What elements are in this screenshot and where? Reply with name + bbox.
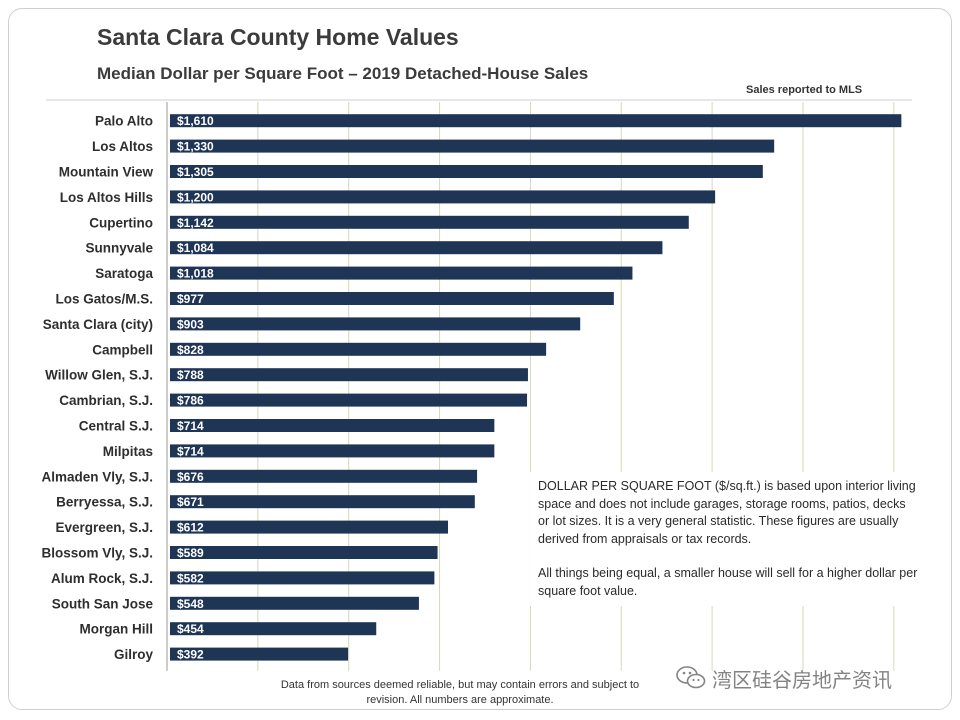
category-label: Los Altos (92, 139, 153, 154)
bar (170, 215, 689, 229)
info-paragraph-definition: DOLLAR PER SQUARE FOOT ($/sq.ft.) is bas… (538, 479, 916, 546)
chart-subtitle: Median Dollar per Square Foot – 2019 Det… (97, 64, 589, 83)
bar (170, 317, 581, 331)
bar-data-label: $1,330 (177, 140, 214, 154)
info-box: DOLLAR PER SQUARE FOOT ($/sq.ft.) is bas… (530, 472, 926, 606)
source-note: Sales reported to MLS (746, 84, 863, 96)
bar-data-label: $671 (177, 495, 204, 509)
category-label: Milpitas (103, 444, 153, 459)
category-label: Campbell (92, 342, 153, 357)
bar (170, 342, 547, 356)
bar (170, 139, 775, 153)
bar-data-label: $903 (177, 317, 204, 331)
category-label: Santa Clara (city) (43, 317, 153, 332)
bar-data-label: $1,305 (177, 165, 214, 179)
bar-data-label: $454 (177, 622, 204, 636)
bar-data-label: $714 (177, 419, 204, 433)
bar-data-label: $714 (177, 444, 204, 458)
bar-data-label: $977 (177, 292, 204, 306)
bar-data-label: $1,084 (177, 241, 214, 255)
bar (170, 266, 633, 280)
bar (170, 114, 902, 128)
category-label: Alum Rock, S.J. (51, 571, 153, 586)
category-label: Gilroy (114, 647, 154, 662)
category-label: Palo Alto (95, 114, 153, 129)
bar (170, 495, 475, 509)
bar (170, 292, 614, 305)
bar (170, 469, 478, 483)
bar-data-label: $786 (177, 394, 204, 408)
watermark: 湾区硅谷房地产资讯 (676, 664, 892, 692)
bar-data-label: $676 (177, 470, 204, 484)
category-label: Cupertino (89, 215, 153, 230)
category-label: Saratoga (95, 266, 153, 281)
category-label: Morgan Hill (80, 622, 154, 637)
category-label: Willow Glen, S.J. (45, 368, 153, 383)
bar-data-label: $589 (177, 546, 204, 560)
watermark-text: 湾区硅谷房地产资讯 (712, 669, 892, 692)
bar-data-label: $828 (177, 343, 204, 357)
category-label: Los Gatos/M.S. (55, 292, 153, 307)
category-label: Sunnyvale (85, 241, 153, 256)
category-label: Blossom Vly, S.J. (41, 546, 153, 561)
bar (170, 622, 377, 636)
bar (170, 571, 435, 585)
bar-data-label: $1,142 (177, 216, 214, 230)
bar (170, 393, 528, 407)
bar (170, 520, 449, 534)
bar-data-label: $1,018 (177, 267, 214, 281)
bar-data-label: $548 (177, 597, 204, 611)
bar-data-label: $788 (177, 368, 204, 382)
category-label: Berryessa, S.J. (56, 495, 153, 510)
bar (170, 596, 419, 610)
bar-data-label: $582 (177, 571, 204, 585)
bar (170, 419, 495, 432)
category-label: Central S.J. (79, 419, 153, 434)
info-paragraph-note: All things being equal, a smaller house … (538, 566, 918, 598)
bar-data-label: $612 (177, 521, 204, 535)
bar (170, 647, 349, 661)
bar (170, 190, 716, 204)
category-label: Cambrian, S.J. (59, 393, 153, 408)
bar (170, 546, 438, 559)
wechat-icon (676, 666, 706, 689)
category-label: Evergreen, S.J. (55, 520, 153, 535)
bar-data-label: $1,200 (177, 190, 214, 204)
category-label: Los Altos Hills (60, 190, 153, 205)
bar-data-label: $1,610 (177, 114, 214, 128)
category-label: South San Jose (52, 596, 154, 611)
bar (170, 444, 495, 458)
bar (170, 241, 663, 255)
category-label: Mountain View (59, 165, 154, 180)
chart-title: Santa Clara County Home Values (97, 24, 459, 50)
bar (170, 165, 763, 178)
footer-disclaimer: Data from sources deemed reliable, but m… (280, 679, 640, 706)
category-label: Almaden Vly, S.J. (41, 469, 153, 484)
bar-data-label: $392 (177, 648, 204, 662)
bar (170, 368, 528, 382)
